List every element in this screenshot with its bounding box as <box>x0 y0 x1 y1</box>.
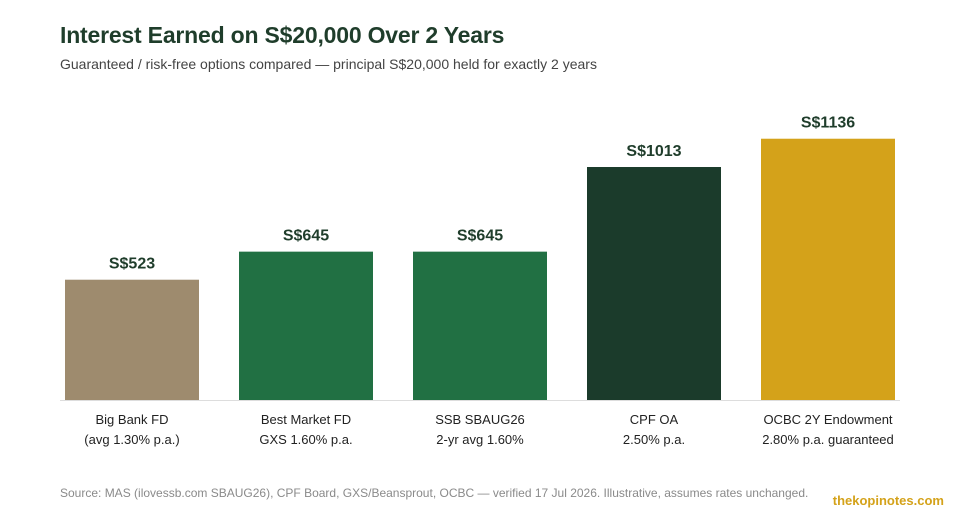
category-label-1-line-1: Big Bank FD <box>96 412 169 427</box>
category-label-2-line-2: GXS 1.60% p.a. <box>259 432 352 447</box>
bar-4 <box>587 167 721 400</box>
bar-5 <box>761 138 895 400</box>
brand-watermark: thekopinotes.com <box>832 493 944 508</box>
category-label-4-line-1: CPF OA <box>630 412 679 427</box>
category-label-5-line-1: OCBC 2Y Endowment <box>763 412 892 427</box>
category-label-3-line-2: 2-yr avg 1.60% <box>436 432 524 447</box>
bar-chart: S$523 Big Bank FD (avg 1.30% p.a.) S$645 Bes… <box>60 115 900 447</box>
chart-subtitle: Guaranteed / risk-free options compared … <box>60 56 597 72</box>
data-label-2: S$645 <box>283 228 329 245</box>
category-label-5-line-2: 2.80% p.a. guaranteed <box>762 432 894 447</box>
source-note: Source: MAS (ilovessb.com SBAUG26), CPF … <box>60 486 809 500</box>
data-label-5: S$1136 <box>801 115 855 132</box>
category-label-3-line-1: SSB SBAUG26 <box>435 412 525 427</box>
category-label-2-line-1: Best Market FD <box>261 412 351 427</box>
bar-2 <box>239 251 373 400</box>
category-label-4-line-2: 2.50% p.a. <box>623 432 685 447</box>
chart-title: Interest Earned on S$20,000 Over 2 Years <box>60 22 505 48</box>
data-label-4: S$1013 <box>626 143 681 160</box>
data-label-3: S$645 <box>457 228 503 245</box>
bar-3 <box>413 251 547 400</box>
data-label-1: S$523 <box>109 256 155 273</box>
category-label-1-line-2: (avg 1.30% p.a.) <box>84 432 179 447</box>
bar-1 <box>65 279 199 400</box>
